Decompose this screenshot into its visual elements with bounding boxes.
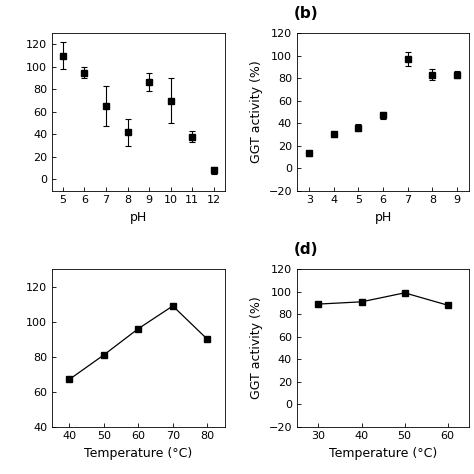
X-axis label: Temperature (°C): Temperature (°C) <box>329 447 437 460</box>
Y-axis label: GGT activity (%): GGT activity (%) <box>250 61 263 163</box>
X-axis label: Temperature (°C): Temperature (°C) <box>84 447 192 460</box>
X-axis label: pH: pH <box>130 211 147 224</box>
X-axis label: pH: pH <box>374 211 392 224</box>
Y-axis label: GGT activity (%): GGT activity (%) <box>250 297 263 399</box>
Text: (d): (d) <box>293 242 318 256</box>
Text: (b): (b) <box>293 6 318 20</box>
